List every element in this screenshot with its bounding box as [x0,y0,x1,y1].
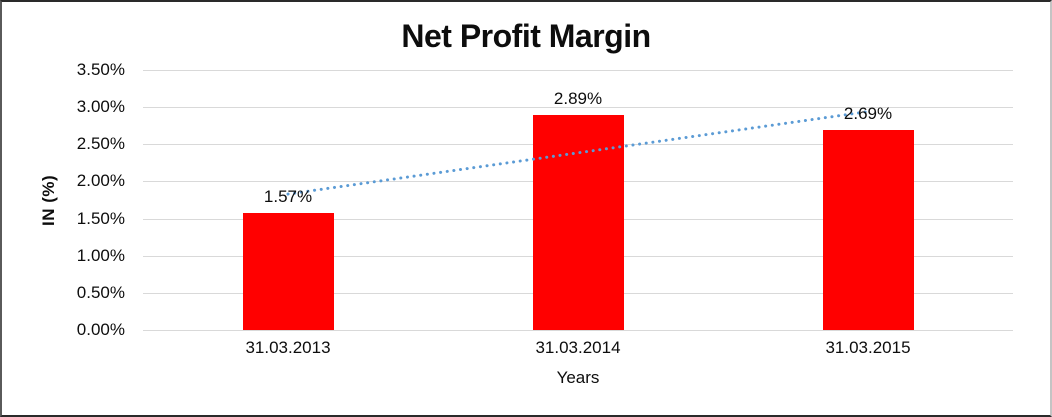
gridline [143,107,1013,109]
bar-value-label: 1.57% [263,187,313,207]
bar-31.03.2013 [242,213,334,330]
x-axis-title: Years [556,368,600,387]
y-tick-label: 3.00% [76,97,125,117]
y-tick-label: 1.00% [76,245,125,265]
chart-title: Net Profit Margin [401,18,651,54]
x-tick-label: 31.03.2014 [535,338,621,357]
trendline-path [286,110,870,196]
y-tick-label: 3.50% [76,60,125,79]
trendline [286,110,870,196]
bar-31.03.2015 [822,130,914,330]
y-tick-label: 2.00% [76,171,125,191]
bar-31.03.2014 [532,115,624,330]
bar-value-label: 2.69% [843,104,893,124]
y-tick-label: 1.50% [76,208,125,228]
y-tick-label: 2.50% [76,134,125,154]
x-tick-label: 31.03.2013 [245,338,331,357]
gridline [143,330,1013,331]
gridline [143,70,1013,71]
plot-area: 1.57% 2.89% 2.69% [143,70,1013,331]
x-tick-label: 31.03.2015 [825,338,911,357]
bar-value-label: 2.89% [553,89,603,109]
y-tick-label: 0.50% [76,282,125,302]
y-tick-label: 0.00% [76,320,125,339]
